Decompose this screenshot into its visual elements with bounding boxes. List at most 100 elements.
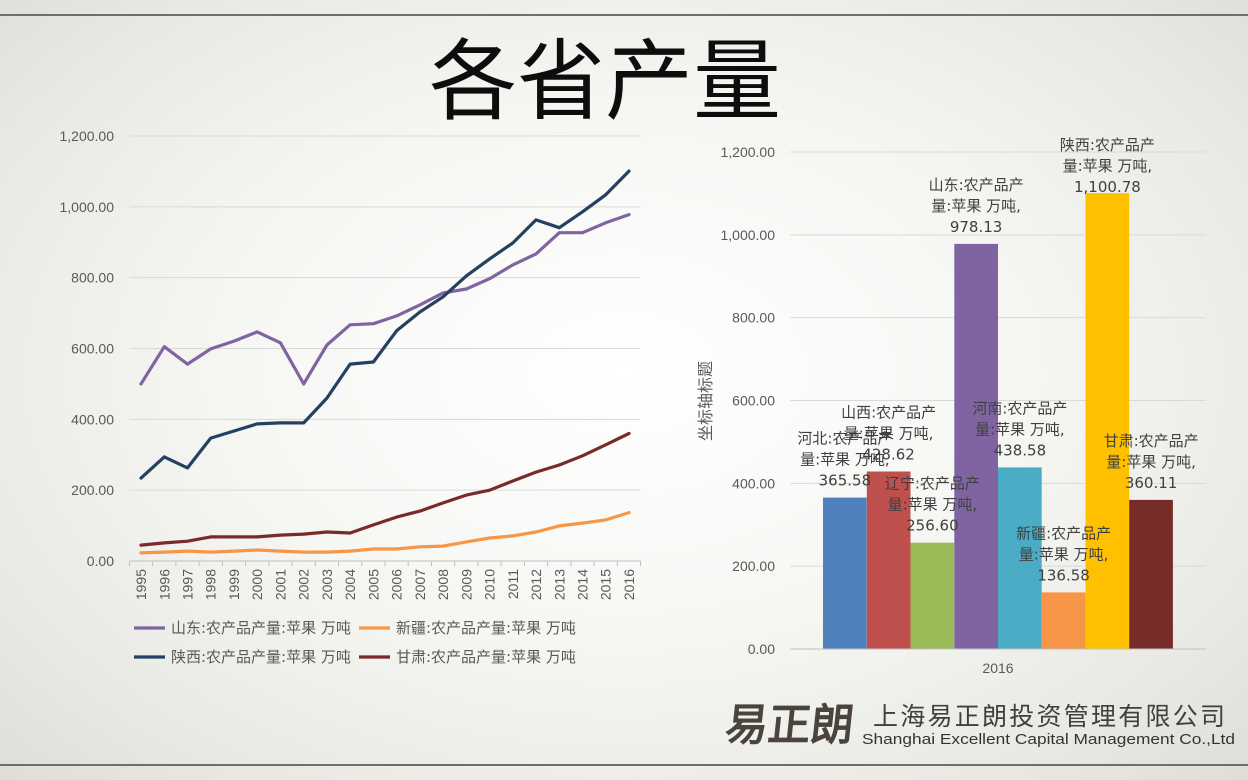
x-tick-label: 2010 [482,569,498,600]
data-point [604,518,608,522]
bar [1129,499,1173,649]
data-point [255,330,259,334]
data-point [279,341,282,345]
data-point [511,241,515,245]
data-point [604,221,608,225]
y-tick-label: 0.00 [87,553,114,569]
x-tick-label: 2009 [458,569,474,600]
data-label-value: 438.58 [994,441,1047,459]
data-point [372,322,375,326]
slide-top-rule [0,14,1248,16]
y-tick-label: 200.00 [732,558,775,574]
bar-series-group [823,193,1173,649]
y-tick-label: 0.00 [748,641,775,657]
y-tick-label: 1,000.00 [60,199,115,215]
data-point [372,360,375,364]
data-point [186,466,189,470]
bar [866,471,911,649]
x-tick-label: 2001 [272,569,288,600]
x-tick-label: 2012 [528,569,544,600]
data-point [255,535,259,539]
x-tick-label: 2004 [342,569,358,600]
bar [954,243,998,649]
bar-data-label: 辽宁:农产品产量:苹果 万吨, 256.60 [885,475,980,535]
data-point [232,535,236,539]
data-point [255,548,259,552]
y-axis-title: 坐标轴标题 [696,361,715,441]
data-label-value: 978.13 [950,218,1003,236]
data-point [302,550,306,554]
data-label-series-line-2: 量:苹果 万吨, [888,496,978,514]
data-point [348,362,352,366]
y-tick-label: 1,200.00 [721,144,776,160]
bar [910,542,955,649]
y-tick-label: 400.00 [71,411,114,427]
data-point [604,443,608,447]
data-point [232,549,236,553]
data-point [325,530,329,534]
line-series-group [139,169,631,555]
data-point [511,263,515,267]
x-tick-label: 2002 [296,569,312,600]
data-point [441,544,445,548]
data-point [534,252,538,256]
legend-entry: 山东:农产品产量:苹果 万吨 [134,619,351,637]
data-point [581,454,584,458]
data-point [139,551,143,555]
data-point [186,539,189,543]
bar-data-label: 河南:农产品产量:苹果 万吨, 438.58 [972,399,1067,459]
data-point [418,509,422,513]
x-tick-label: 2008 [435,569,451,600]
logo-mark: 易正朗 [723,700,856,751]
data-point [279,533,282,537]
data-label-series-line-2: 量:苹果 万吨, [844,425,934,443]
data-point [557,524,561,528]
y-tick-label: 800.00 [71,270,114,286]
x-tick-label: 2011 [505,569,521,599]
data-label-series-line-1: 河南:农产品产 [972,399,1067,417]
legend-entry: 甘肃:农产品产量:苹果 万吨 [359,648,576,666]
data-point [232,339,236,343]
data-point [209,550,213,554]
data-label-value: 360.11 [1125,474,1178,492]
data-point [209,436,213,440]
data-label-series-line-2: 量:苹果 万吨, [975,420,1065,438]
bar-data-label: 山东:农产品产量:苹果 万吨, 978.13 [929,176,1024,236]
data-point [395,547,398,551]
data-label-series-line-2: 量:苹果 万吨, [1106,453,1196,471]
data-point [464,274,468,278]
line-series-1 [139,213,631,386]
data-point [186,549,189,553]
data-point [348,531,352,535]
x-tick-label: 2006 [389,569,405,600]
legend-label: 新疆:农产品产量:苹果 万吨 [396,619,576,637]
data-point [162,541,166,545]
data-point [395,314,398,318]
data-point [581,231,584,235]
data-point [395,329,398,333]
bar-data-label: 山西:农产品产量:苹果 万吨, 428.62 [841,404,936,464]
data-point [488,536,491,540]
data-point [557,463,561,467]
x-tick-label: 2013 [551,569,567,600]
x-tick-label: 2016 [982,660,1013,676]
line-chart-axes: 0.00 200.00 400.00 600.00 800.00 1,000.00 1,20… [60,128,642,600]
data-point [557,231,561,235]
data-point [162,550,166,554]
slide-title: 各省产量 [429,30,781,133]
bar-data-label: 甘肃:农产品产量:苹果 万吨, 360.11 [1104,432,1199,492]
x-tick-label: 1996 [156,569,172,600]
data-label-value: 428.62 [862,446,915,464]
company-name-cn: 上海易正朗投资管理有限公司 [873,702,1225,731]
x-tick-label: 1997 [180,569,196,600]
bar-data-label: 新疆:农产品产量:苹果 万吨, 136.58 [1016,524,1111,584]
y-tick-label: 600.00 [732,393,775,409]
y-tick-label: 400.00 [732,475,775,491]
line-series-4 [139,431,631,547]
data-point [441,291,445,295]
data-label-series-line-1: 新疆:农产品产 [1016,524,1111,542]
data-point [255,422,259,426]
